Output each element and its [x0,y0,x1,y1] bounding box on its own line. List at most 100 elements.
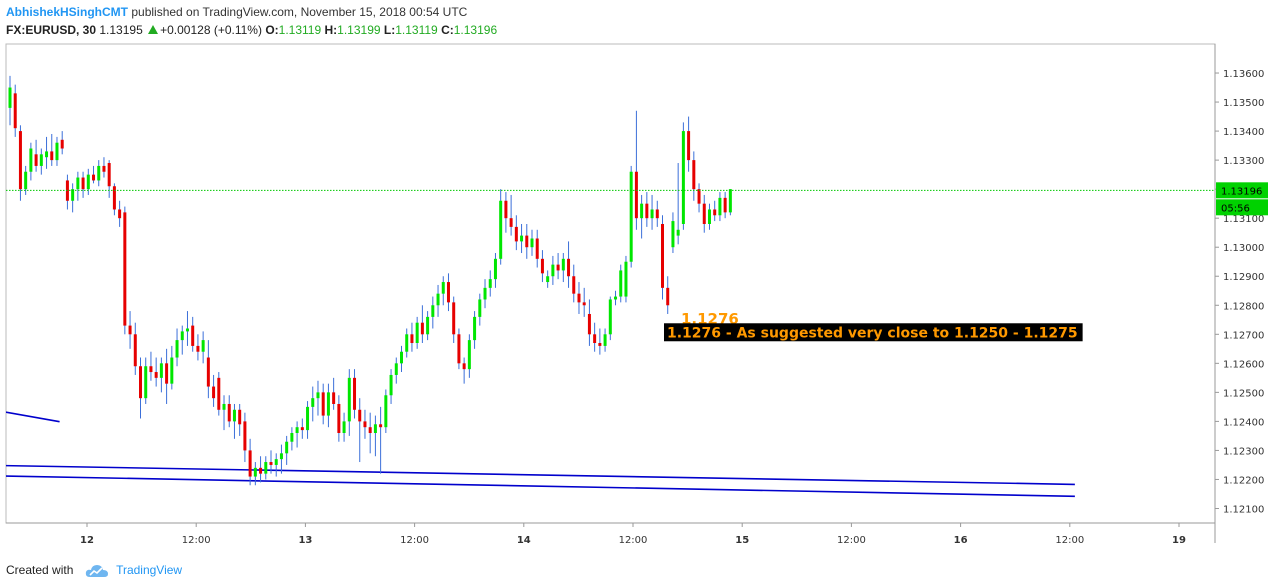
candle [567,241,571,288]
candle [326,383,330,428]
candle [572,264,576,303]
candle [311,386,315,422]
symbol-label: FX:EURUSD, 30 [6,23,97,37]
candle-body [232,409,236,422]
candle [149,351,153,381]
candle [196,334,200,361]
candle-body [499,200,503,259]
candle [493,253,497,288]
price-axis[interactable]: 1.136001.135001.134001.133001.132001.131… [1215,69,1268,515]
candle-body [446,282,450,303]
candle-body [634,171,638,219]
candle [248,438,252,486]
candle-body [191,325,195,346]
time-axis[interactable]: 12 12:00 13 12:00 14 12:00 15 12:00 16 12:00 19 [80,523,1186,546]
candle [509,194,513,236]
candle-body [175,340,179,358]
candle-body [452,302,456,335]
plot-frame [5,43,1216,524]
candle-body [201,340,205,352]
candle-body [368,427,372,434]
candle-body [24,171,28,190]
candle-body [426,316,430,335]
candle-body [97,165,101,181]
open-value: 1.13119 [278,23,322,37]
candle [217,372,221,416]
candle-body [123,212,127,326]
candle [39,148,43,175]
time-tick-label: 12:00 [182,535,211,546]
candle [8,75,12,126]
candle [18,125,22,201]
candle [603,328,607,352]
candle-body [154,372,158,378]
candle-body [441,282,445,294]
candle [269,450,273,474]
author-name[interactable]: AbhishekHSinghCMT [6,5,128,19]
candle [384,389,388,434]
time-tick-label: 14 [517,535,531,546]
candle [274,453,278,477]
candle [128,311,132,349]
candle [707,203,711,230]
candle [713,200,717,222]
candle [629,165,633,268]
candle-body [504,200,508,219]
candle [170,345,174,390]
publish-header: AbhishekHSinghCMT published on TradingVi… [6,4,467,20]
candle [102,157,106,178]
candle-body [676,229,680,236]
time-tick-label: 13 [298,535,312,546]
candle-body [457,334,461,364]
candle-body [598,343,602,346]
last-price-tag [1216,182,1268,199]
candle [123,206,127,335]
candle-body [248,450,252,477]
price-tick-label: 1.12700 [1223,330,1264,341]
price-tick-label: 1.12100 [1223,504,1264,515]
candle [650,194,654,230]
candle-body [619,270,623,297]
trendline-2 [6,464,1075,486]
candle-body [81,177,85,190]
time-tick-label: 12:00 [837,535,866,546]
candle [60,131,64,155]
candle-body [337,403,341,434]
candle-body [624,261,628,297]
candle [337,395,341,442]
trendline-1 [6,411,60,423]
candle [97,160,101,187]
candle-body [614,296,618,300]
candle-body [60,139,64,149]
candle [426,311,430,341]
candle-body [556,264,560,271]
candle [593,322,597,352]
candle-body [180,331,184,341]
candle-body [520,235,524,242]
candle [243,412,247,463]
candle [671,212,675,254]
candle [342,412,346,442]
candle [457,328,461,370]
tradingview-brand-link[interactable]: TradingView [116,563,183,577]
candle [561,253,565,283]
time-tick-label: 12 [80,535,94,546]
candle [394,357,398,384]
candle-body [661,223,664,288]
candle [504,192,508,233]
candle [718,192,722,222]
candle [540,250,544,283]
candle [405,328,409,358]
candle [185,311,189,346]
candle-body [546,276,550,283]
candle [619,264,623,303]
candle-body [222,403,226,410]
tradingview-cloud-icon [85,564,108,577]
candle-body [587,313,591,335]
candle-body [567,258,571,277]
candle [598,328,602,355]
open-label: O: [265,23,279,37]
candle [410,322,414,352]
candle-body [728,189,732,213]
